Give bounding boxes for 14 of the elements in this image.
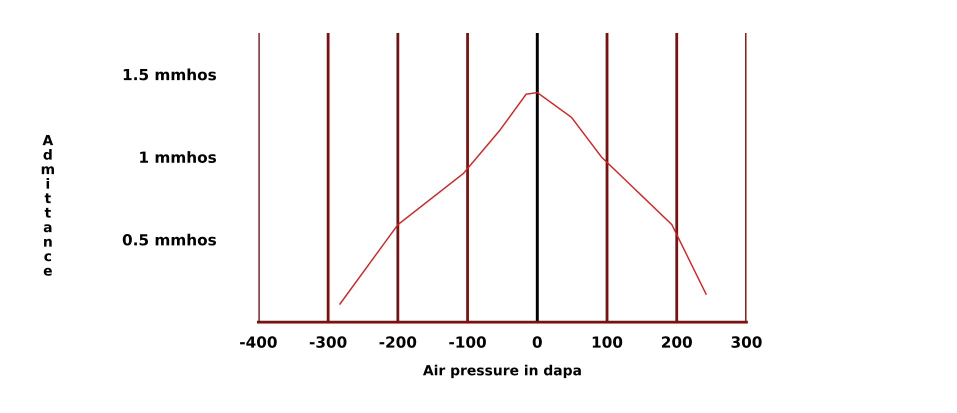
x-tick-label: 300: [732, 336, 762, 348]
x-tick-label: -100: [449, 336, 486, 348]
x-tick-label: 100: [592, 336, 622, 348]
y-tick-label: 1 mmhos: [140, 151, 216, 163]
x-tick-label: -200: [380, 336, 416, 348]
line-series: [339, 92, 707, 305]
y-tick-label: 0.5 mmhos: [122, 234, 216, 246]
x-tick-label: 200: [662, 336, 692, 348]
y-tick-label: 1.5 mmhos: [124, 68, 216, 80]
x-tick-label: -300: [310, 336, 346, 348]
x-tick-label: 0: [532, 336, 542, 348]
text: Admittance: [42, 134, 54, 276]
x-axis-title: Air pressure in dapa: [422, 364, 581, 378]
x-tick-label: -400: [240, 336, 277, 348]
